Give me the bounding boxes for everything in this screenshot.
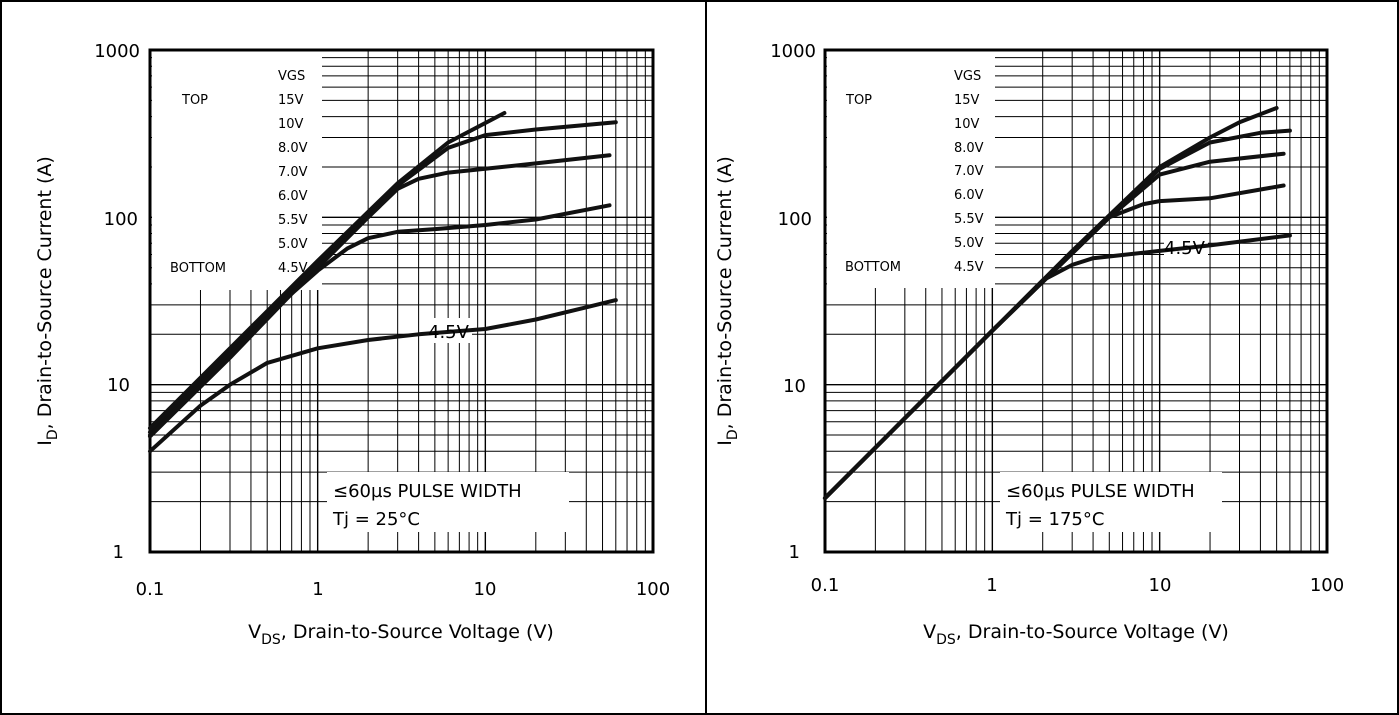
annotation-left: ≤60µs PULSE WIDTH Tj = 25°C [332,481,522,530]
plot-frame-right [823,48,1329,554]
x-tick-label: 100 [636,579,670,600]
x-tick-label: 1 [312,579,323,600]
curve-label-left: 4.5V [428,322,470,343]
temperature-note: Tj = 25°C [332,509,420,530]
series-right [823,106,1292,501]
x-tick-label: 10 [474,579,497,600]
series-left [148,111,618,454]
series-line [823,233,1292,501]
y-tick-label: 1000 [94,41,140,62]
x-tick-label: 0.1 [136,579,165,600]
series-line [148,298,618,454]
y-axis-label-right: ID, Drain-to-Source Current (A) [714,156,741,446]
pulse-width-note: ≤60µs PULSE WIDTH [1006,481,1195,502]
legend-entry: 7.0V [278,165,308,180]
legend-entry: 6.0V [278,189,308,204]
legend-top-label: TOP [845,93,872,108]
legend-left: VGS TOP BOTTOM 15V 10V 8.0V 7.0V 6.0V 5.… [170,69,308,276]
legend-entry: 4.5V [278,261,308,276]
x-axis-label-right: VDS, Drain-to-Source Voltage (V) [923,621,1229,648]
x-axis-label-left: VDS, Drain-to-Source Voltage (V) [248,621,554,648]
legend-top-label: TOP [181,93,208,108]
legend-entry: 5.0V [278,237,308,252]
chart-left: 0.1 1 10 100 1 10 100 1000 VDS, Drain-to… [34,41,670,648]
legend-right: VGS TOP BOTTOM 15V 10V 8.0V 7.0V 6.0V 5.… [845,69,984,275]
x-tick-label: 1 [986,575,997,596]
y-tick-label: 1 [789,542,800,563]
y-tick-label: 1 [113,542,124,563]
legend-entry: 15V [278,93,304,108]
y-tick-labels-right: 1 10 100 1000 [770,41,816,563]
temperature-note: Tj = 175°C [1005,509,1104,530]
annotation-bg-right [1000,472,1222,532]
x-tick-label: 0.1 [811,575,840,596]
series-line [148,111,507,431]
x-tick-labels-left: 0.1 1 10 100 [136,579,671,600]
legend-entry: 10V [278,117,304,132]
legend-entry: 8.0V [278,141,308,156]
legend-entry: 6.0V [954,188,984,203]
y-tick-labels-left: 1 10 100 1000 [94,41,140,563]
legend-bottom-label: BOTTOM [845,260,901,275]
pulse-width-note: ≤60µs PULSE WIDTH [333,481,522,502]
y-axis-label-left: ID, Drain-to-Source Current (A) [34,156,61,446]
legend-header: VGS [954,69,981,84]
y-tick-label: 100 [104,209,138,230]
legend-bottom-label: BOTTOM [170,261,226,276]
plot-frame-left [148,48,655,554]
legend-entry: 4.5V [954,260,984,275]
legend-bg-left [152,50,322,290]
x-tick-labels-right: 0.1 1 10 100 [811,575,1345,596]
curve-label-right: 4.5V [1164,238,1206,259]
legend-bg-right [827,50,995,288]
legend-entry: 10V [954,117,980,132]
legend-entry: 5.5V [954,212,984,227]
legend-entry: 15V [954,93,980,108]
chart-right: 0.1 1 10 100 1 10 100 1000 VDS, Drain-to… [714,41,1344,648]
y-tick-label: 10 [107,375,130,396]
legend-entry: 7.0V [954,164,984,179]
series-line [148,203,612,439]
x-tick-label: 100 [1310,575,1344,596]
legend-entry: 5.0V [954,236,984,251]
annotation-right: ≤60µs PULSE WIDTH Tj = 175°C [1005,481,1195,530]
legend-entry: 8.0V [954,141,984,156]
legend-entry: 5.5V [278,213,308,228]
legend-header: VGS [278,69,305,84]
annotation-bg-left [327,472,569,532]
y-tick-label: 1000 [770,41,816,62]
y-tick-label: 100 [778,209,812,230]
y-tick-label: 10 [783,376,806,397]
x-tick-label: 10 [1149,575,1172,596]
